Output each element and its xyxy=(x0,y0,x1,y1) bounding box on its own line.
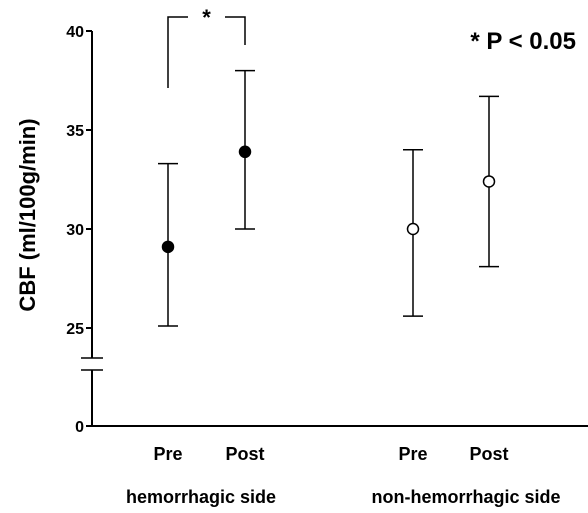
category-label: Pre xyxy=(398,444,427,464)
labels: CBF (ml/100g/min) Pre Post hemorrhagic side… xyxy=(15,5,576,507)
category-label: Post xyxy=(225,444,264,464)
data-point xyxy=(238,145,252,159)
y-tick-label: 30 xyxy=(66,222,84,239)
group-label: hemorrhagic side xyxy=(126,487,276,507)
category-label: Pre xyxy=(153,444,182,464)
category-label: Post xyxy=(469,444,508,464)
y-axis-title: CBF (ml/100g/min) xyxy=(15,118,40,311)
significance-star: * xyxy=(202,5,211,30)
y-tick-label: 40 xyxy=(66,24,84,41)
y-tick-label: 35 xyxy=(66,123,84,140)
data-point xyxy=(161,240,175,254)
y-ticks: 0 25 30 35 40 xyxy=(66,24,92,436)
y-tick-label: 0 xyxy=(75,419,84,436)
data-marks xyxy=(158,16,499,327)
data-point xyxy=(406,222,420,236)
group-label: non-hemorrhagic side xyxy=(371,487,560,507)
significance-note: * P < 0.05 xyxy=(470,28,576,55)
axes xyxy=(81,31,588,427)
significance-bracket-right xyxy=(225,16,246,45)
data-point xyxy=(482,175,496,188)
y-tick-label: 25 xyxy=(66,321,84,338)
significance-bracket-left xyxy=(167,16,188,88)
